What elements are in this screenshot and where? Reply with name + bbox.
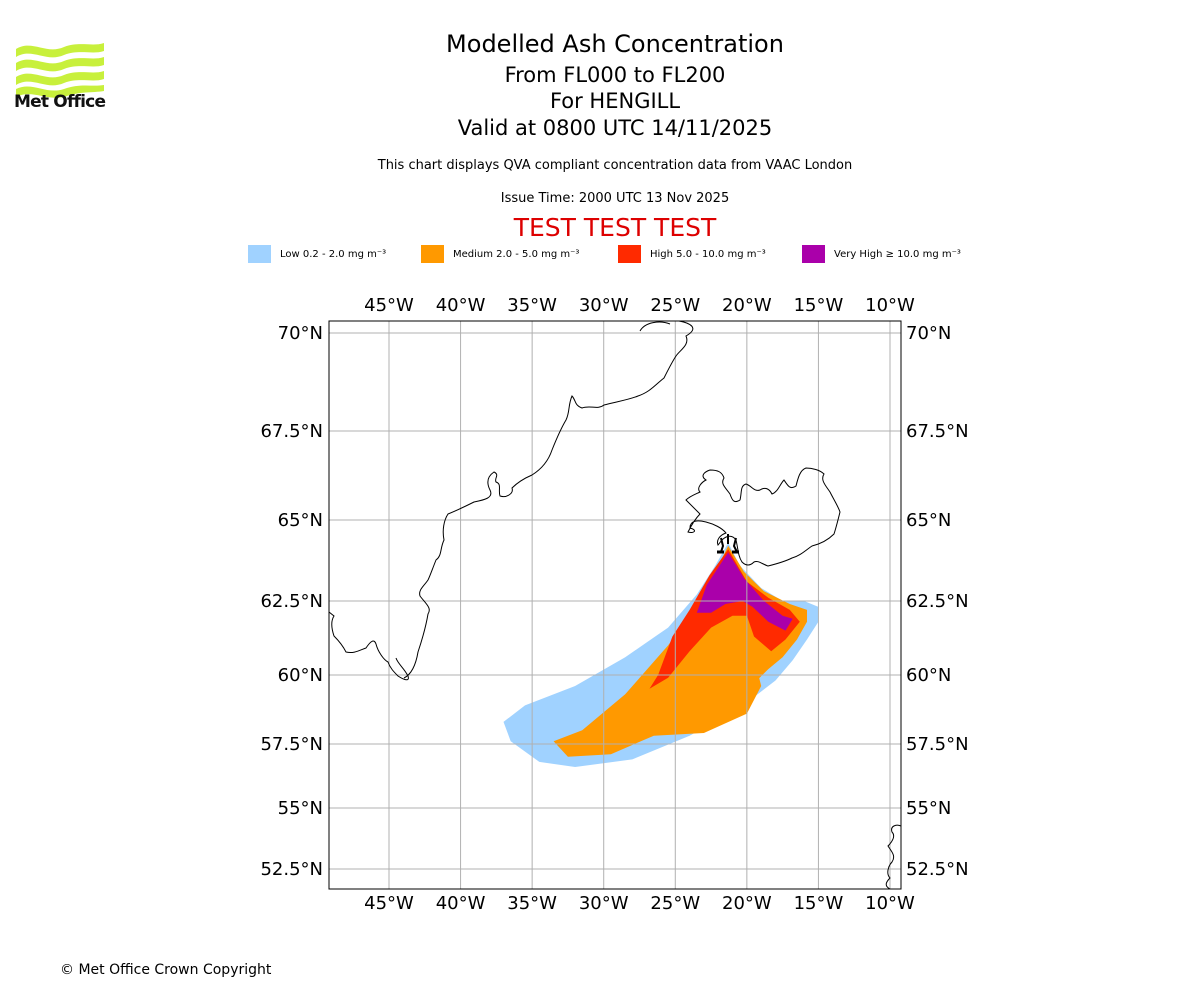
lon-tick-label: 40°W: [436, 295, 486, 316]
lat-tick-label: 55°N: [906, 798, 951, 819]
lon-tick-label: 45°W: [364, 295, 414, 316]
lat-tick-label: 57.5°N: [260, 734, 323, 755]
lon-tick-label: 35°W: [507, 295, 557, 316]
lon-tick-label: 30°W: [579, 893, 629, 914]
lat-tick-label: 55°N: [278, 798, 323, 819]
lon-tick-label: 10°W: [865, 295, 915, 316]
legend-item-medium: Medium 2.0 - 5.0 mg m⁻³: [421, 244, 579, 264]
coastline-iceland: [685, 467, 841, 567]
lon-tick-label: 15°W: [794, 893, 844, 914]
lat-tick-label: 52.5°N: [260, 859, 323, 880]
contour-very-high: [696, 552, 793, 631]
lon-tick-label: 25°W: [650, 893, 700, 914]
lon-tick-label: 45°W: [364, 893, 414, 914]
legend-label-high: High 5.0 - 10.0 mg m⁻³: [650, 248, 766, 260]
lat-tick-label: 67.5°N: [906, 421, 969, 442]
lat-tick-label: 70°N: [906, 323, 951, 344]
lat-tick-label: 70°N: [278, 323, 323, 344]
test-banner: TEST TEST TEST: [513, 213, 717, 242]
legend-item-very-high: Very High ≥ 10.0 mg m⁻³: [802, 244, 961, 264]
met-office-logo-waves-icon: [16, 43, 104, 98]
legend-label-very-high: Very High ≥ 10.0 mg m⁻³: [834, 248, 961, 260]
lat-tick-label: 65°N: [278, 510, 323, 531]
chart-description: This chart displays QVA compliant concen…: [377, 158, 853, 173]
legend-item-high: High 5.0 - 10.0 mg m⁻³: [618, 244, 766, 264]
lat-tick-label: 67.5°N: [260, 421, 323, 442]
lon-tick-labels-top: 45°W 40°W 35°W 30°W 25°W 20°W 15°W 10°W: [364, 295, 915, 316]
volcano-source-marker-icon: [717, 534, 739, 554]
valid-time: Valid at 0800 UTC 14/11/2025: [457, 116, 773, 140]
legend-label-low: Low 0.2 - 2.0 mg m⁻³: [280, 248, 387, 260]
volcano-name: For HENGILL: [549, 89, 681, 113]
legend-label-medium: Medium 2.0 - 5.0 mg m⁻³: [453, 248, 580, 260]
coastlines: [328, 320, 902, 890]
issue-time: Issue Time: 2000 UTC 13 Nov 2025: [500, 191, 730, 206]
legend-swatch-high: [618, 245, 641, 263]
lat-tick-label: 60°N: [278, 665, 323, 686]
lon-tick-label: 25°W: [650, 295, 700, 316]
lat-tick-label: 60°N: [906, 665, 951, 686]
lon-tick-label: 35°W: [507, 893, 557, 914]
legend-item-low: Low 0.2 - 2.0 mg m⁻³: [248, 244, 386, 264]
met-office-logo-text: Met Office: [14, 92, 106, 112]
lon-tick-label: 40°W: [436, 893, 486, 914]
lat-tick-labels-right: 70°N 67.5°N 65°N 62.5°N 60°N 57.5°N 55°N 52.5°N: [906, 323, 969, 880]
lat-tick-label: 65°N: [906, 510, 951, 531]
legend-swatch-medium: [421, 245, 444, 263]
copyright-notice: © Met Office Crown Copyright: [60, 962, 272, 978]
lat-tick-label: 52.5°N: [906, 859, 969, 880]
lat-tick-label: 62.5°N: [906, 591, 969, 612]
lon-tick-label: 20°W: [722, 295, 772, 316]
contour-high: [649, 549, 800, 689]
coastline-british-isles: [885, 824, 902, 890]
lon-tick-label: 30°W: [579, 295, 629, 316]
lat-tick-label: 57.5°N: [906, 734, 969, 755]
flight-level-range: From FL000 to FL200: [504, 63, 726, 87]
legend-swatch-very-high: [802, 245, 825, 263]
lat-tick-label: 62.5°N: [260, 591, 323, 612]
lon-tick-label: 15°W: [794, 295, 844, 316]
chart-title: Modelled Ash Concentration: [446, 30, 784, 58]
lon-tick-labels-bottom: 45°W 40°W 35°W 30°W 25°W 20°W 15°W 10°W: [364, 893, 915, 914]
map-gridlines: [329, 321, 901, 889]
lon-tick-label: 20°W: [722, 893, 772, 914]
legend-swatch-low: [248, 245, 271, 263]
map-frame: [328, 320, 902, 890]
coastline-greenland: [328, 320, 694, 681]
lon-tick-label: 10°W: [865, 893, 915, 914]
ash-contours: [503, 542, 819, 767]
lat-tick-labels-left: 70°N 67.5°N 65°N 62.5°N 60°N 57.5°N 55°N 52.5°N: [260, 323, 323, 880]
